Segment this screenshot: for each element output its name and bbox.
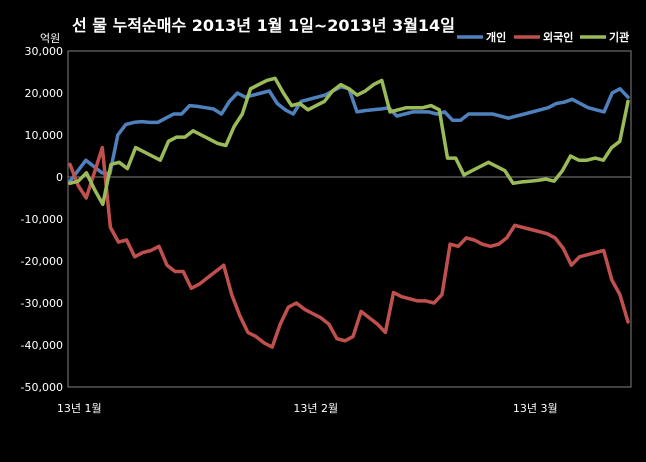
y-axis-label: 억원 <box>40 32 60 45</box>
legend: 개인 외국인 기관 <box>457 30 629 44</box>
x-tick-label: 13년 1월 <box>57 402 102 415</box>
legend-label: 외국인 <box>543 30 573 44</box>
y-tick-label: 20,000 <box>25 87 64 100</box>
y-tick-label: -10,000 <box>21 213 63 226</box>
legend-label: 기관 <box>609 30 629 44</box>
y-tick-label: 0 <box>56 171 63 184</box>
y-tick-label: -40,000 <box>21 339 63 352</box>
y-tick-label: 30,000 <box>25 45 64 58</box>
series-line <box>68 145 630 349</box>
series-lines <box>68 76 630 349</box>
y-tick-label: -20,000 <box>21 255 63 268</box>
y-tick-label: -50,000 <box>21 381 63 394</box>
x-tick-labels: 13년 1월 13년 2월 13년 3월 <box>57 402 558 415</box>
series-line <box>68 76 630 207</box>
y-tick-label: 10,000 <box>25 129 64 142</box>
y-tick-labels: 30,000 20,000 10,000 0 -10,000 -20,000 -30,000… <box>21 45 63 394</box>
chart-title: 선 물 누적순매수 2013년 1월 1일~2013년 3월14일 <box>72 16 455 35</box>
x-tick-label: 13년 2월 <box>293 402 338 415</box>
x-tick-label: 13년 3월 <box>513 402 558 415</box>
legend-label: 개인 <box>486 30 506 44</box>
y-tick-label: -30,000 <box>21 297 63 310</box>
plot-area <box>67 50 632 388</box>
